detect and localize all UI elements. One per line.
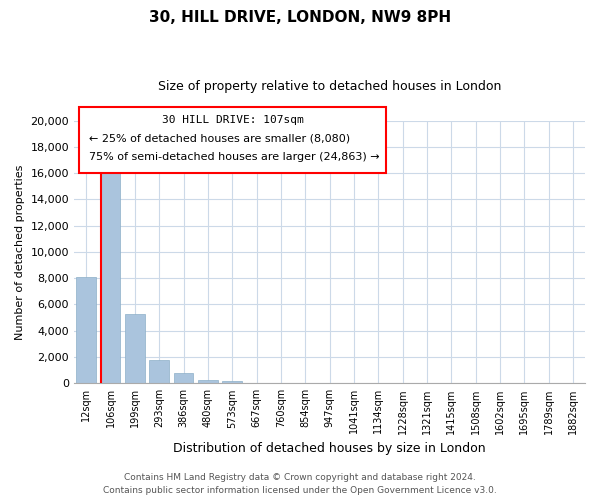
- Text: 30, HILL DRIVE, LONDON, NW9 8PH: 30, HILL DRIVE, LONDON, NW9 8PH: [149, 10, 451, 25]
- Text: ← 25% of detached houses are smaller (8,080): ← 25% of detached houses are smaller (8,…: [89, 134, 350, 143]
- Title: Size of property relative to detached houses in London: Size of property relative to detached ho…: [158, 80, 501, 93]
- Bar: [198, 380, 218, 384]
- Bar: [76, 277, 96, 384]
- Text: 75% of semi-detached houses are larger (24,863) →: 75% of semi-detached houses are larger (…: [89, 152, 380, 162]
- Bar: [223, 381, 242, 384]
- X-axis label: Distribution of detached houses by size in London: Distribution of detached houses by size …: [173, 442, 486, 455]
- Y-axis label: Number of detached properties: Number of detached properties: [15, 164, 25, 340]
- Bar: [174, 374, 193, 384]
- Text: 30 HILL DRIVE: 107sqm: 30 HILL DRIVE: 107sqm: [161, 116, 304, 126]
- Bar: [149, 360, 169, 384]
- Bar: [101, 165, 120, 384]
- FancyBboxPatch shape: [79, 108, 386, 173]
- Bar: [125, 314, 145, 384]
- Text: Contains HM Land Registry data © Crown copyright and database right 2024.
Contai: Contains HM Land Registry data © Crown c…: [103, 474, 497, 495]
